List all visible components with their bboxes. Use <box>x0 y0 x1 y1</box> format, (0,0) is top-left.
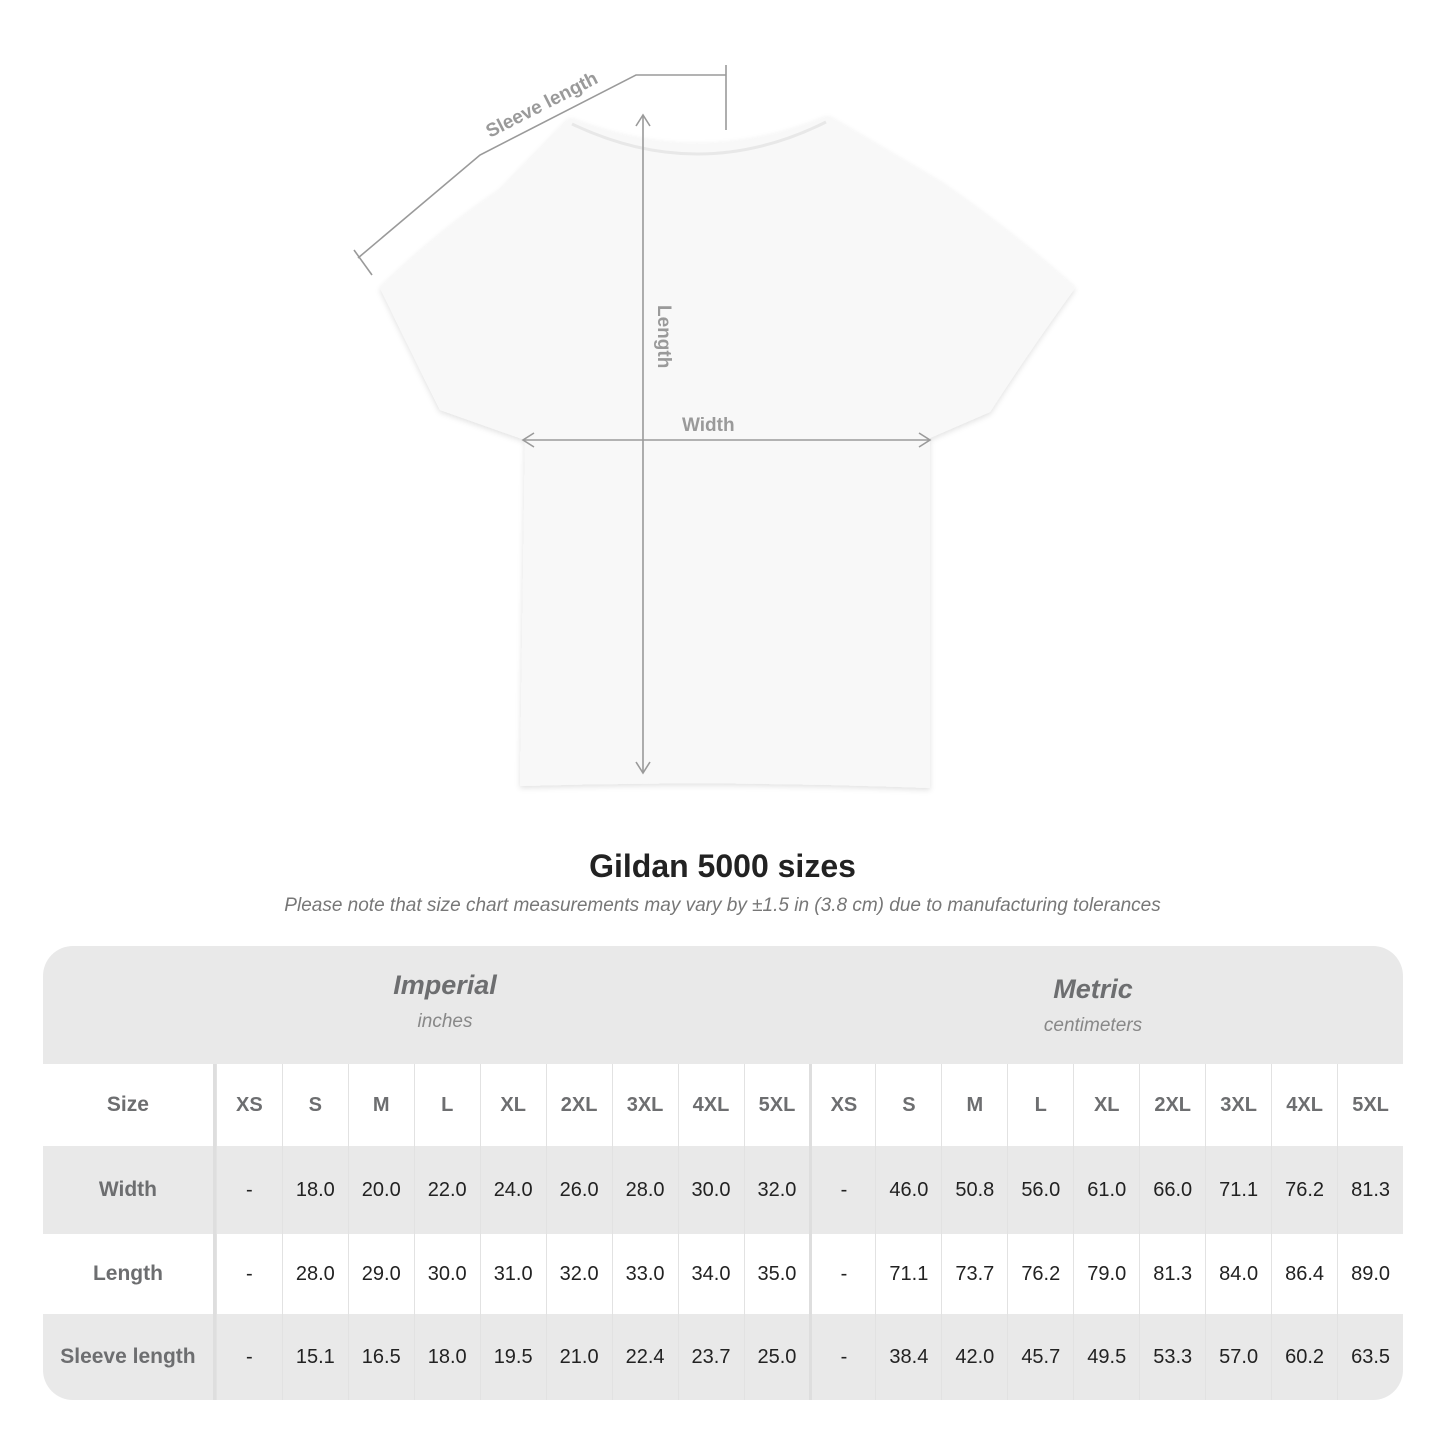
length-label: Length <box>653 305 674 368</box>
imperial-size-header: XL <box>479 1064 546 1146</box>
metric-value-cell: 71.1 <box>1205 1146 1271 1234</box>
table-row: Width -18.0 20.0 22.0 24.0 26.0 28.0 30.0 32.0-4… <box>43 1146 1403 1234</box>
row-label: Width <box>43 1146 216 1234</box>
tshirt-shape <box>380 116 1075 788</box>
imperial-value-cell: 29.0 <box>347 1234 414 1314</box>
metric-value-cell: 56.0 <box>1007 1146 1073 1234</box>
imperial-size-header: 5XL <box>743 1064 810 1146</box>
unit-header-band <box>43 946 1403 1064</box>
imperial-size-header: M <box>347 1064 414 1146</box>
metric-value-cell: 84.0 <box>1205 1234 1271 1314</box>
imperial-value-cell: 31.0 <box>479 1234 546 1314</box>
metric-unit: centimeters <box>1043 1015 1143 1036</box>
imperial-value-cell: 22.0 <box>413 1146 480 1234</box>
metric-value-cell: 81.3 <box>1139 1234 1205 1314</box>
tshirt-diagram: Sleeve length Length Width <box>353 65 1075 788</box>
metric-value-cell: 42.0 <box>941 1314 1007 1400</box>
imperial-title: Imperial <box>393 970 497 1000</box>
imperial-value-cell: 18.0 <box>413 1314 480 1400</box>
sleeve-measure-line <box>357 74 726 259</box>
imperial-value-cell: 24.0 <box>479 1146 546 1234</box>
metric-value-cell: 86.4 <box>1271 1234 1337 1314</box>
metric-value-cell: - <box>809 1234 875 1314</box>
imperial-value-cell: 35.0 <box>743 1234 810 1314</box>
imperial-value-cell: 25.0 <box>743 1314 810 1400</box>
row-label: Length <box>43 1234 216 1314</box>
metric-value-cell: - <box>809 1314 875 1400</box>
imperial-value-cell: - <box>215 1146 282 1234</box>
imperial-size-header: 3XL <box>611 1064 678 1146</box>
metric-value-cell: 53.3 <box>1139 1314 1205 1400</box>
imperial-size-header: 4XL <box>677 1064 744 1146</box>
sleeve-measure-tick-start <box>353 249 373 276</box>
metric-size-header: XS <box>809 1064 875 1146</box>
metric-size-header: L <box>1007 1064 1073 1146</box>
metric-size-header: S <box>875 1064 941 1146</box>
metric-value-cell: 66.0 <box>1139 1146 1205 1234</box>
imperial-value-cell: - <box>215 1314 282 1400</box>
imperial-value-cell: 19.5 <box>479 1314 546 1400</box>
imperial-value-cell: 30.0 <box>677 1146 744 1234</box>
width-label: Width <box>682 415 735 436</box>
table-row: Length -28.0 29.0 30.0 31.0 32.0 33.0 34.0 35.0-… <box>43 1234 1403 1314</box>
imperial-header: Imperial inches <box>216 970 674 1033</box>
metric-value-cell: - <box>809 1146 875 1234</box>
imperial-value-cell: 26.0 <box>545 1146 612 1234</box>
metric-value-cell: 71.1 <box>875 1234 941 1314</box>
size-header-label: Size <box>43 1064 216 1146</box>
table-row: Sleeve length -15.1 16.5 18.0 19.5 21.0 22.4 23… <box>43 1314 1403 1400</box>
page-title: Gildan 5000 sizes <box>589 848 856 884</box>
metric-value-cell: 89.0 <box>1337 1234 1403 1314</box>
imperial-value-cell: 30.0 <box>413 1234 480 1314</box>
metric-value-cell: 45.7 <box>1007 1314 1073 1400</box>
imperial-size-header: XS <box>215 1064 282 1146</box>
metric-value-cell: 81.3 <box>1337 1146 1403 1234</box>
metric-size-header: XL <box>1073 1064 1139 1146</box>
imperial-size-header: S <box>281 1064 348 1146</box>
imperial-value-cell: 18.0 <box>281 1146 348 1234</box>
metric-size-header: M <box>941 1064 1007 1146</box>
size-header-row: Size XS S M L XL 2XL 3XL 4XL 5XL XS S M L XL 2XL 3XL 4XL 5… <box>43 1064 1403 1146</box>
metric-value-cell: 57.0 <box>1205 1314 1271 1400</box>
imperial-size-header: L <box>413 1064 480 1146</box>
collar <box>571 120 827 156</box>
size-chart-table: Imperial inches Metric centimeters Size X… <box>43 946 1403 1400</box>
metric-value-cell: 76.2 <box>1007 1234 1073 1314</box>
imperial-value-cell: 28.0 <box>611 1146 678 1234</box>
imperial-value-cell: 20.0 <box>347 1146 414 1234</box>
metric-value-cell: 46.0 <box>875 1146 941 1234</box>
metric-size-header: 3XL <box>1205 1064 1271 1146</box>
metric-title: Metric <box>1053 974 1133 1004</box>
metric-value-cell: 73.7 <box>941 1234 1007 1314</box>
imperial-value-cell: 22.4 <box>611 1314 678 1400</box>
imperial-value-cell: 28.0 <box>281 1234 348 1314</box>
row-label: Sleeve length <box>43 1314 216 1400</box>
imperial-value-cell: - <box>215 1234 282 1314</box>
metric-value-cell: 79.0 <box>1073 1234 1139 1314</box>
imperial-value-cell: 23.7 <box>677 1314 744 1400</box>
metric-value-cell: 49.5 <box>1073 1314 1139 1400</box>
imperial-value-cell: 32.0 <box>545 1234 612 1314</box>
metric-value-cell: 61.0 <box>1073 1146 1139 1234</box>
metric-size-header: 4XL <box>1271 1064 1337 1146</box>
imperial-value-cell: 34.0 <box>677 1234 744 1314</box>
metric-value-cell: 38.4 <box>875 1314 941 1400</box>
imperial-value-cell: 21.0 <box>545 1314 612 1400</box>
metric-size-header: 5XL <box>1337 1064 1403 1146</box>
imperial-value-cell: 15.1 <box>281 1314 348 1400</box>
metric-value-cell: 76.2 <box>1271 1146 1337 1234</box>
imperial-value-cell: 16.5 <box>347 1314 414 1400</box>
imperial-value-cell: 33.0 <box>611 1234 678 1314</box>
metric-size-header: 2XL <box>1139 1064 1205 1146</box>
imperial-value-cell: 32.0 <box>743 1146 810 1234</box>
imperial-unit: inches <box>417 1011 473 1032</box>
metric-value-cell: 63.5 <box>1337 1314 1403 1400</box>
metric-header: Metric centimeters <box>810 974 1376 1037</box>
tolerance-note: Please note that size chart measurements… <box>284 895 1161 916</box>
imperial-size-header: 2XL <box>545 1064 612 1146</box>
metric-value-cell: 60.2 <box>1271 1314 1337 1400</box>
metric-value-cell: 50.8 <box>941 1146 1007 1234</box>
